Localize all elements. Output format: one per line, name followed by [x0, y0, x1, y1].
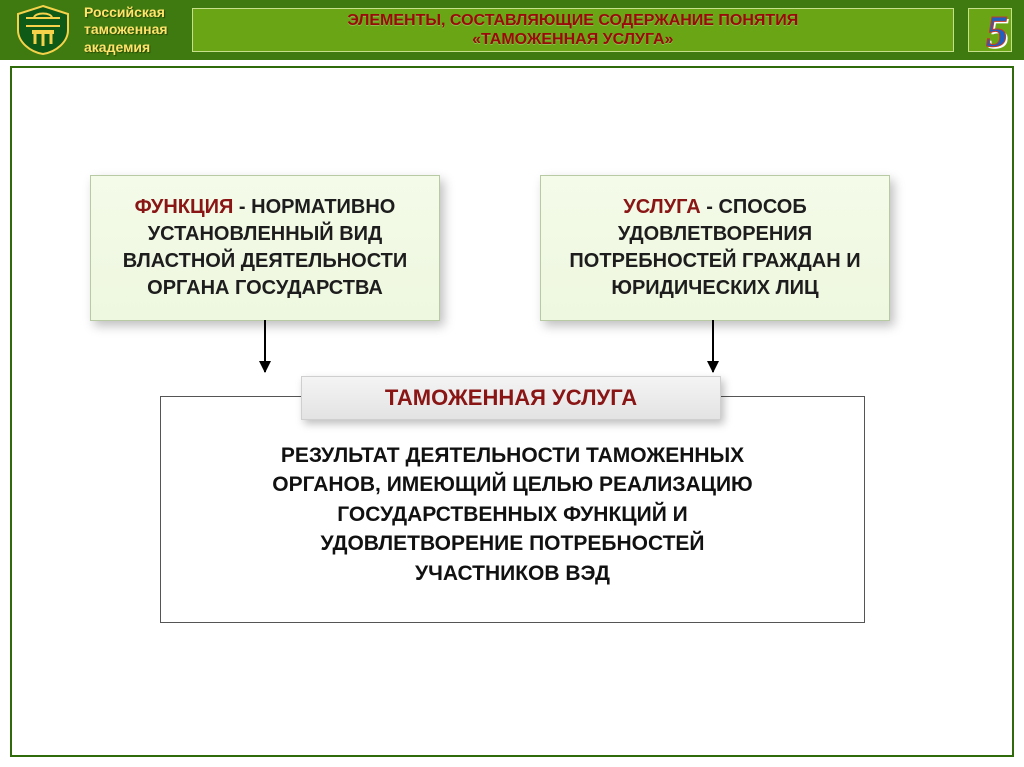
arrow-right: [712, 320, 714, 372]
header-bar: Российская таможенная академия ЭЛЕМЕНТЫ,…: [0, 0, 1024, 60]
org-name: Российская таможенная академия: [84, 4, 168, 57]
page-number: 5: [986, 6, 1008, 57]
box-service-lead: УСЛУГА: [623, 196, 700, 218]
arrow-left: [264, 320, 266, 372]
result-label: ТАМОЖЕННАЯ УСЛУГА: [301, 376, 721, 420]
box-function: ФУНКЦИЯ - НОРМАТИВНО УСТАНОВЛЕННЫЙ ВИД В…: [90, 175, 440, 321]
box-service-rest: - СПОСОБ УДОВЛЕТВОРЕНИЯ ПОТРЕБНОСТЕЙ ГРА…: [569, 196, 860, 299]
slide-title: ЭЛЕМЕНТЫ, СОСТАВЛЯЮЩИЕ СОДЕРЖАНИЕ ПОНЯТИ…: [347, 11, 798, 49]
emblem-icon: [12, 3, 74, 57]
slide: Российская таможенная академия ЭЛЕМЕНТЫ,…: [0, 0, 1024, 767]
box-function-lead: ФУНКЦИЯ: [135, 196, 234, 218]
slide-title-box: ЭЛЕМЕНТЫ, СОСТАВЛЯЮЩИЕ СОДЕРЖАНИЕ ПОНЯТИ…: [192, 8, 954, 52]
result-box: ТАМОЖЕННАЯ УСЛУГА РЕЗУЛЬТАТ ДЕЯТЕЛЬНОСТИ…: [160, 396, 865, 623]
box-service: УСЛУГА - СПОСОБ УДОВЛЕТВОРЕНИЯ ПОТРЕБНОС…: [540, 175, 890, 321]
result-text: РЕЗУЛЬТАТ ДЕЯТЕЛЬНОСТИ ТАМОЖЕННЫХ ОРГАНО…: [191, 441, 834, 588]
